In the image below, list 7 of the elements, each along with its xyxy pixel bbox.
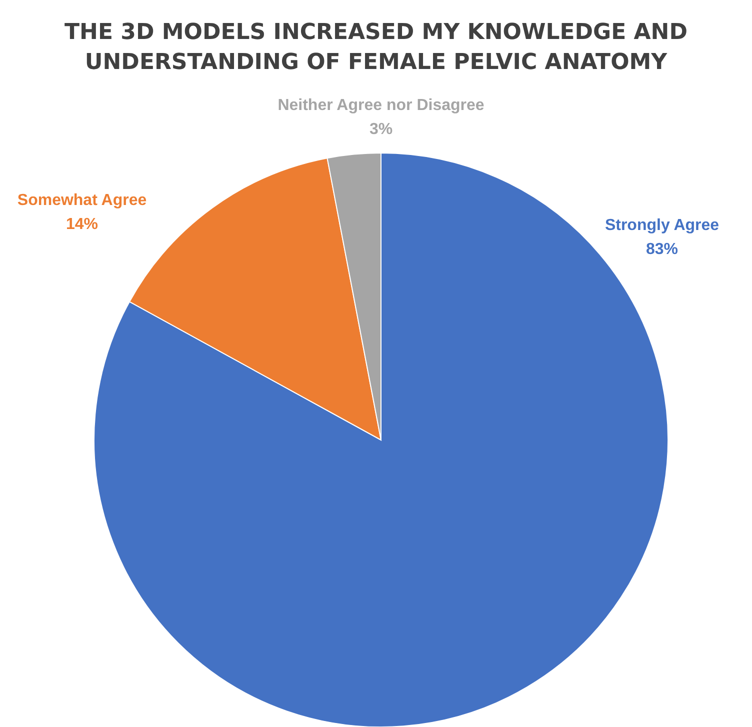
data-label: 3% [369, 121, 393, 138]
slice-label: Neither Agree nor Disagree [278, 97, 484, 114]
slice-label: Somewhat Agree [17, 192, 147, 209]
chart-title: THE 3D MODELS INCREASED MY KNOWLEDGE AND UNDERSTANDING OF FEMALE PELVIC ANATOMY [64, 20, 688, 75]
slice-label: Strongly Agree [604, 217, 720, 234]
data-label: 14% [66, 216, 98, 233]
data-label: 83% [646, 241, 678, 258]
